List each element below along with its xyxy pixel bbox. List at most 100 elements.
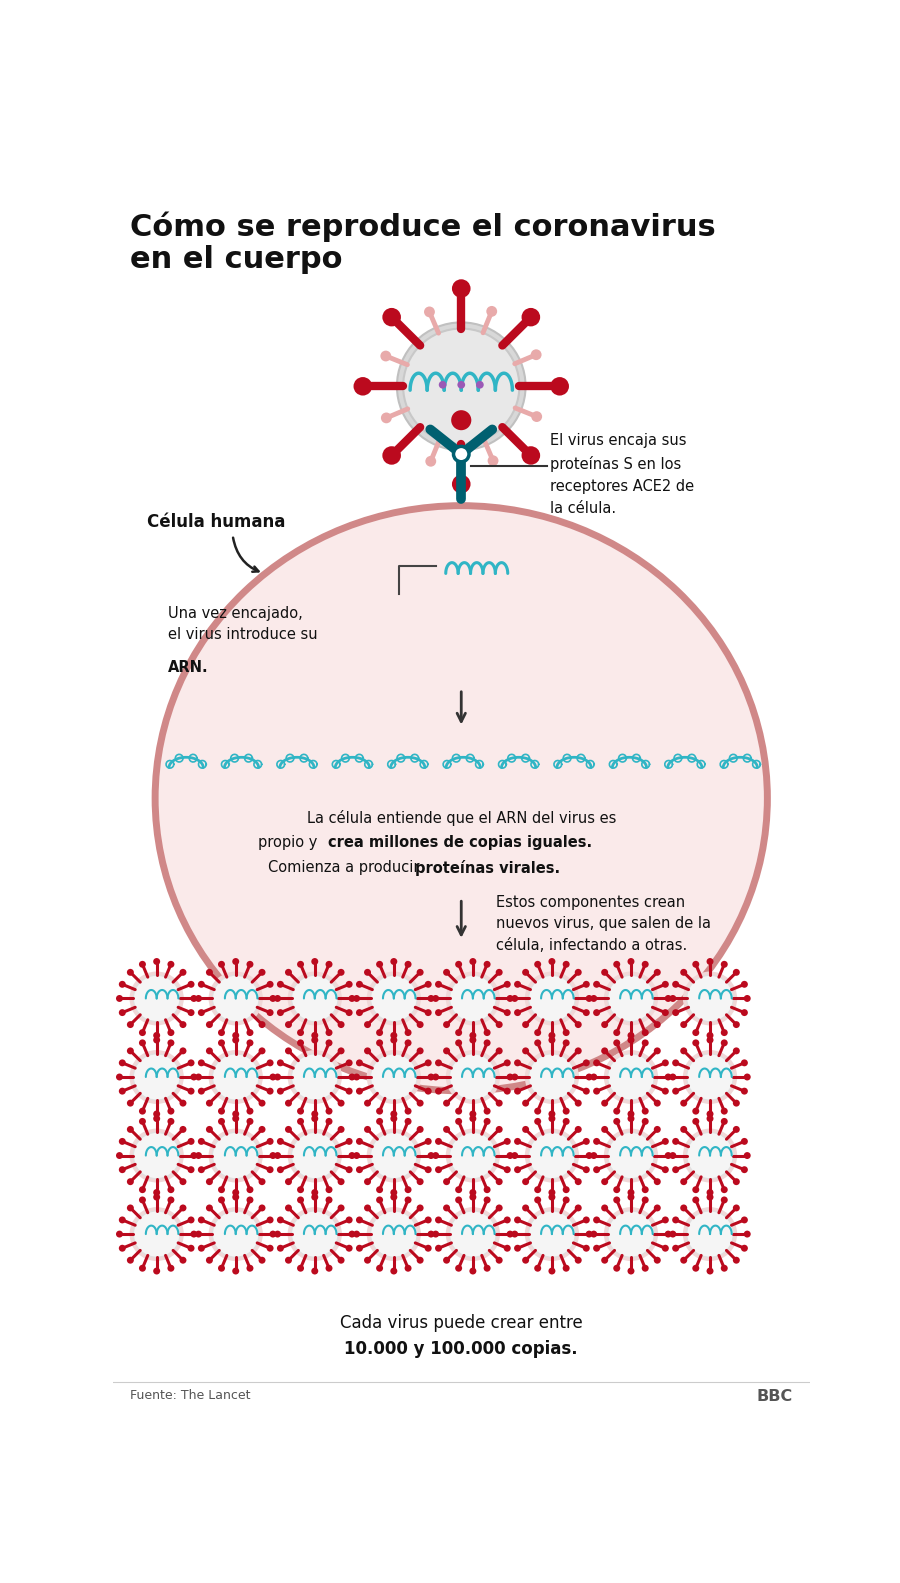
Circle shape [443,1257,450,1263]
Circle shape [483,1108,490,1114]
Circle shape [428,1230,435,1238]
Circle shape [672,1138,680,1145]
Circle shape [356,1088,363,1094]
Circle shape [425,1059,432,1067]
Circle shape [593,1008,600,1016]
Circle shape [522,1048,529,1054]
Circle shape [504,1059,510,1067]
Circle shape [562,1197,570,1203]
Circle shape [575,1257,581,1263]
Circle shape [127,1126,134,1133]
Circle shape [525,1208,579,1262]
Circle shape [218,1029,225,1035]
Circle shape [575,1100,581,1107]
Circle shape [364,1126,371,1133]
Circle shape [417,1257,424,1263]
Circle shape [428,1152,435,1159]
Text: en el cuerpo: en el cuerpo [130,245,342,274]
Circle shape [665,996,671,1002]
Circle shape [179,1205,186,1211]
Circle shape [721,1108,728,1114]
Circle shape [604,1050,658,1103]
Circle shape [452,475,471,494]
Circle shape [346,981,353,988]
Circle shape [672,1216,680,1224]
Circle shape [269,996,276,1002]
Circle shape [504,1167,510,1173]
Circle shape [733,1100,740,1107]
Circle shape [514,1244,521,1252]
Circle shape [391,1114,397,1122]
Circle shape [457,382,465,388]
Circle shape [153,958,160,966]
Circle shape [391,958,397,966]
Circle shape [743,996,751,1002]
Circle shape [417,1178,424,1186]
Circle shape [665,1152,671,1159]
Circle shape [167,961,175,967]
Circle shape [733,1048,740,1054]
Circle shape [741,1008,748,1016]
Circle shape [562,1040,570,1046]
Circle shape [627,1194,634,1200]
Circle shape [212,1132,259,1179]
Circle shape [432,996,439,1002]
Circle shape [346,1216,353,1224]
Circle shape [119,1059,126,1067]
Circle shape [179,969,186,975]
Circle shape [274,1230,281,1238]
Circle shape [366,1050,421,1103]
Circle shape [285,1048,292,1054]
Circle shape [247,1265,254,1271]
Circle shape [741,1167,748,1173]
Circle shape [496,1021,503,1027]
Circle shape [439,382,446,388]
Circle shape [687,975,734,1021]
Circle shape [376,1118,383,1126]
Circle shape [326,961,332,967]
Circle shape [670,1152,676,1159]
Circle shape [376,1108,383,1114]
Circle shape [127,1205,134,1211]
Circle shape [743,1152,751,1159]
Circle shape [535,1265,541,1271]
Circle shape [212,975,259,1021]
Circle shape [642,1118,649,1126]
Circle shape [266,1008,274,1016]
Circle shape [425,1008,432,1016]
Circle shape [206,1100,213,1107]
Circle shape [198,1059,205,1067]
Circle shape [504,981,510,988]
Circle shape [405,1197,411,1203]
Circle shape [551,377,569,396]
Circle shape [338,1126,345,1133]
Circle shape [733,1205,740,1211]
Circle shape [338,1021,345,1027]
Circle shape [206,1257,213,1263]
Circle shape [232,1189,239,1197]
Circle shape [483,1265,490,1271]
Circle shape [575,1178,581,1186]
Circle shape [662,981,669,988]
Circle shape [483,1040,490,1046]
Circle shape [476,382,483,388]
Circle shape [133,1211,180,1257]
Circle shape [198,1088,205,1094]
Circle shape [721,1118,728,1126]
Circle shape [288,1129,342,1183]
Circle shape [153,1032,160,1038]
Circle shape [721,1197,728,1203]
Circle shape [706,1111,714,1118]
Circle shape [521,309,540,326]
Circle shape [446,972,500,1026]
Circle shape [575,969,581,975]
Circle shape [187,1088,194,1094]
Circle shape [206,1048,213,1054]
Circle shape [311,1111,319,1118]
Circle shape [692,1040,699,1046]
Circle shape [583,1167,590,1173]
Circle shape [672,1167,680,1173]
Circle shape [562,1029,570,1035]
Circle shape [247,1118,254,1126]
Circle shape [266,1244,274,1252]
